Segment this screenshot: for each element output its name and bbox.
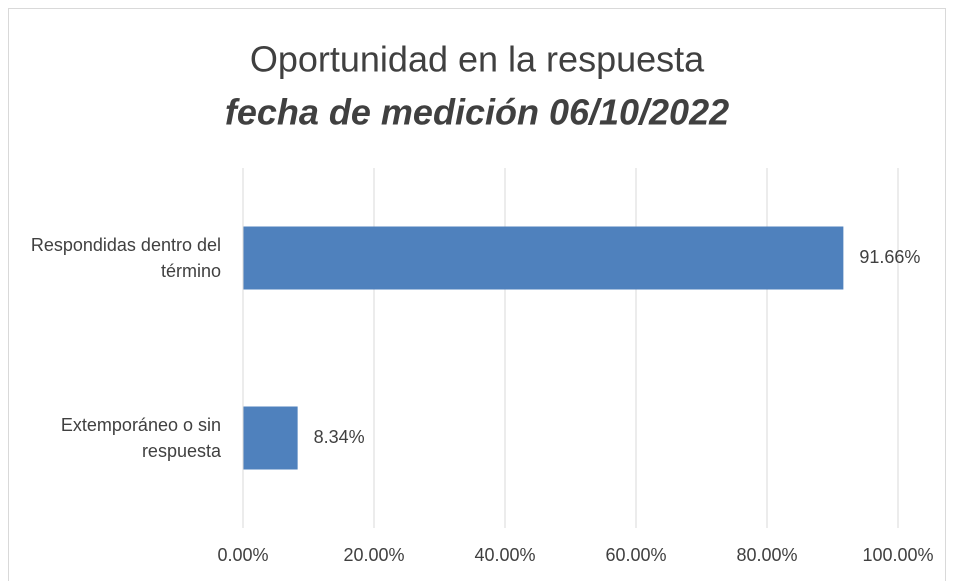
y-tick-label: Respondidas dentro del término <box>30 235 221 281</box>
data-label: 91.66% <box>859 247 920 267</box>
x-tick-label: 0.00% <box>217 545 268 565</box>
y-tick-label: Extemporáneo o sin respuesta <box>60 415 221 461</box>
chart-title: Oportunidad en la respuesta <box>250 39 705 80</box>
x-tick-label: 40.00% <box>474 545 535 565</box>
x-tick-label: 100.00% <box>862 545 933 565</box>
bar <box>243 226 844 290</box>
chart-subtitle: fecha de medición 06/10/2022 <box>225 92 729 133</box>
chart-frame <box>8 8 946 581</box>
bar <box>243 406 298 470</box>
data-label: 8.34% <box>314 427 365 447</box>
x-tick-label: 80.00% <box>736 545 797 565</box>
x-tick-label: 60.00% <box>605 545 666 565</box>
x-tick-label: 20.00% <box>343 545 404 565</box>
